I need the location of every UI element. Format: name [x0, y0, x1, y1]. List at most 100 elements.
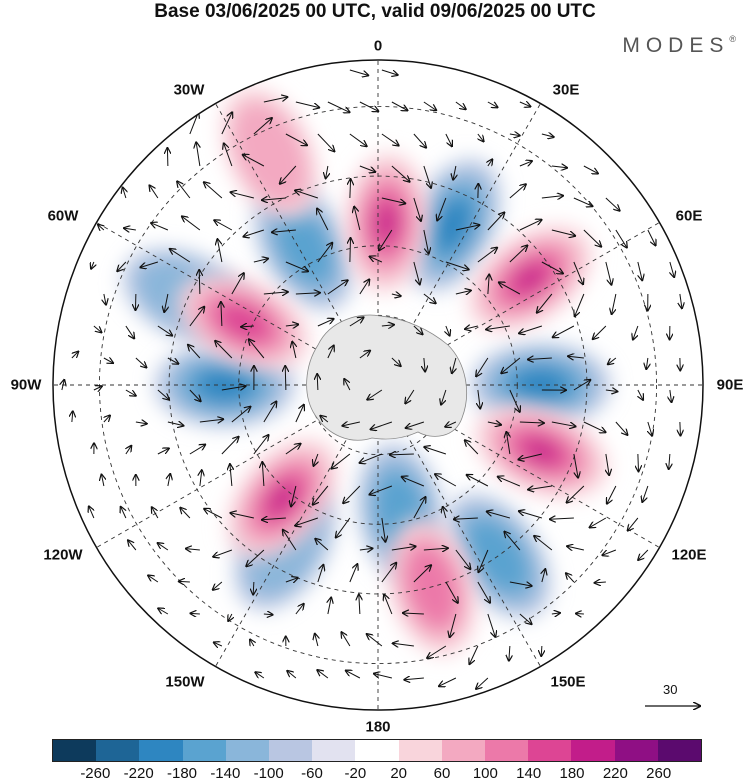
- wind-vector: [382, 517, 386, 542]
- wind-vector: [221, 437, 239, 455]
- wind-vector: [393, 643, 414, 646]
- meridian-line: [377, 384, 541, 667]
- wind-vector: [349, 564, 357, 583]
- wind-vector: [359, 351, 370, 359]
- wind-vector: [528, 486, 552, 490]
- wind-vector: [506, 432, 509, 455]
- wind-vector: [285, 133, 307, 145]
- wind-vector: [680, 293, 682, 308]
- wind-vector: [317, 243, 332, 263]
- wind-vector: [478, 389, 480, 408]
- wind-vector: [647, 229, 656, 245]
- wind-vector: [405, 389, 415, 403]
- lon-label-90w: 90W: [10, 376, 42, 394]
- wind-vector: [231, 273, 244, 295]
- wind-vector: [504, 532, 521, 551]
- reference-vector-label: 30: [663, 682, 678, 697]
- wind-vector: [354, 207, 361, 231]
- wind-vector: [320, 416, 329, 423]
- wind-vector: [285, 261, 308, 271]
- wind-vector: [262, 462, 264, 487]
- wind-vector: [331, 453, 351, 469]
- wind-vector: [487, 102, 498, 107]
- wind-vector: [465, 326, 478, 329]
- wind-vector: [228, 613, 232, 621]
- wind-vector: [167, 422, 184, 426]
- wind-vector: [573, 197, 593, 206]
- positive-anomaly: [344, 152, 429, 293]
- wind-vector: [453, 165, 456, 180]
- wind-vector: [478, 133, 484, 141]
- wind-vector: [568, 356, 584, 358]
- wind-vector: [381, 133, 399, 146]
- lon-label-120e: 120E: [671, 546, 707, 564]
- wind-vector: [487, 212, 504, 231]
- lon-label-90e: 90E: [716, 376, 744, 394]
- wind-vector: [583, 165, 598, 173]
- wind-vector: [214, 642, 223, 646]
- wind-vector: [424, 447, 447, 455]
- positive-anomaly: [467, 225, 593, 332]
- wind-vector: [199, 419, 223, 422]
- wind-vector: [384, 595, 393, 615]
- colorbar-tick-label: -140: [210, 765, 241, 782]
- wind-vector: [342, 422, 360, 426]
- wind-vector: [170, 249, 191, 263]
- wind-vector: [391, 294, 401, 296]
- wind-vector: [350, 238, 351, 263]
- wind-vector: [189, 307, 204, 327]
- lon-label-180: 180: [365, 718, 391, 736]
- wind-vector: [488, 159, 492, 166]
- wind-vector: [204, 509, 223, 519]
- wind-vector: [255, 672, 265, 678]
- colorbar-swatch: [528, 740, 572, 761]
- wind-vector: [423, 101, 436, 110]
- wind-vector: [349, 133, 367, 146]
- wind-vector: [168, 474, 170, 487]
- wind-vector: [566, 573, 575, 583]
- wind-vector: [519, 453, 542, 459]
- wind-vector: [487, 422, 501, 425]
- wind-vector: [413, 197, 421, 221]
- wind-vector: [117, 261, 127, 271]
- wind-vector: [391, 101, 408, 110]
- wind-vector: [413, 497, 426, 519]
- wind-vector: [285, 324, 298, 326]
- wind-vector: [253, 581, 254, 595]
- wind-vector: [241, 326, 254, 327]
- colorbar-swatch: [571, 740, 615, 761]
- wind-vector: [424, 357, 425, 372]
- wind-vector: [121, 507, 126, 519]
- wind-vector: [295, 405, 304, 423]
- wind-vector: [423, 293, 436, 303]
- wind-vector: [374, 674, 392, 679]
- wind-vector: [487, 512, 511, 519]
- wind-vector: [541, 645, 542, 656]
- wind-vector: [638, 453, 639, 471]
- wind-vector: [292, 342, 296, 359]
- wind-vector: [283, 530, 297, 551]
- colorbar-swatch: [269, 740, 313, 761]
- wind-vector: [326, 165, 328, 178]
- colorbar-swatch: [139, 740, 183, 761]
- wind-vector: [413, 565, 431, 583]
- wind-vector: [157, 389, 169, 400]
- wind-vector: [125, 389, 136, 396]
- wind-vector: [295, 190, 319, 199]
- wind-vector: [158, 543, 169, 551]
- wind-vector: [189, 445, 205, 455]
- wind-vector: [633, 325, 639, 340]
- wind-vector: [230, 464, 232, 487]
- wind-vector: [317, 670, 329, 679]
- colorbar-tick-label: 180: [559, 765, 585, 782]
- colorbar-swatch: [312, 740, 356, 761]
- lon-label-150e: 150E: [550, 673, 586, 691]
- wind-vector: [272, 230, 296, 232]
- wind-vector: [317, 565, 324, 583]
- wind-vector: [221, 112, 232, 135]
- polar-map: [52, 59, 704, 711]
- wind-vector: [221, 386, 246, 390]
- wind-vector: [179, 581, 190, 582]
- wind-vector: [509, 134, 520, 136]
- wind-vector: [327, 280, 348, 295]
